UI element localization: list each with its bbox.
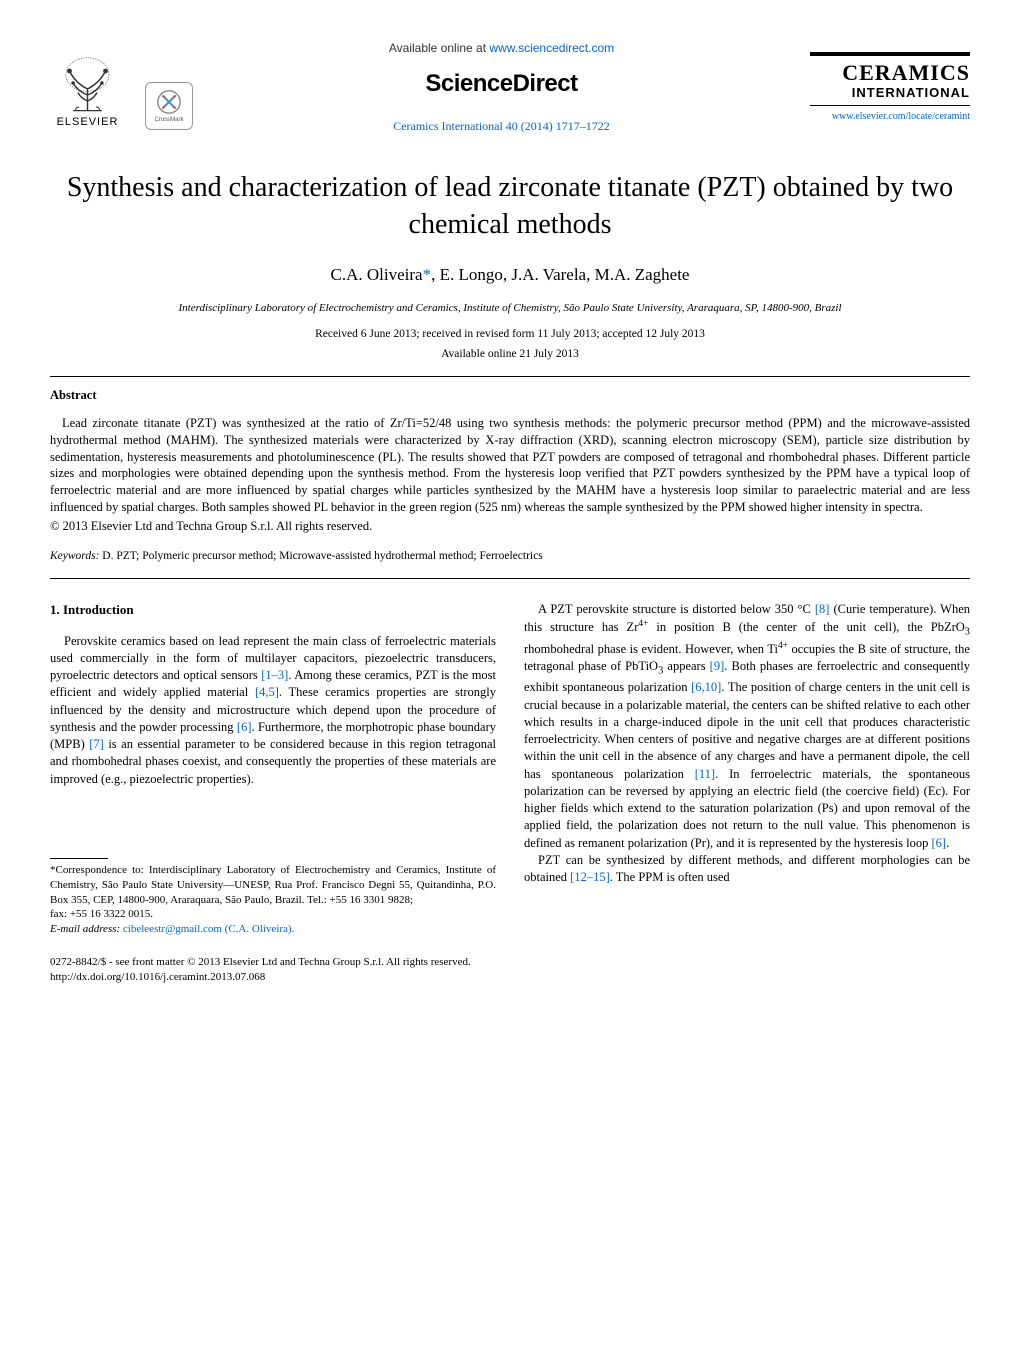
- online-date: Available online 21 July 2013: [50, 346, 970, 362]
- doi-line: http://dx.doi.org/10.1016/j.ceramint.201…: [50, 970, 970, 985]
- available-prefix: Available online at: [389, 41, 490, 55]
- left-logo-group: ELSEVIER CrossMark: [50, 45, 193, 130]
- crossmark-icon: [155, 88, 183, 116]
- correspondence-footnote: *Correspondence to: Interdisciplinary La…: [50, 863, 496, 937]
- available-online-line: Available online at www.sciencedirect.co…: [213, 40, 790, 57]
- abstract-body: Lead zirconate titanate (PZT) was synthe…: [50, 415, 970, 516]
- intro-paragraph-2: A PZT perovskite structure is distorted …: [524, 601, 970, 852]
- elsevier-tree-icon: [50, 53, 125, 113]
- crossmark-badge[interactable]: CrossMark: [145, 82, 193, 130]
- author-rest: , E. Longo, J.A. Varela, M.A. Zaghete: [431, 265, 689, 284]
- keywords-label: Keywords:: [50, 550, 99, 562]
- divider-top: [50, 376, 970, 377]
- abstract-copyright: © 2013 Elsevier Ltd and Techna Group S.r…: [50, 518, 970, 536]
- elsevier-label: ELSEVIER: [57, 115, 119, 130]
- received-dates: Received 6 June 2013; received in revise…: [50, 326, 970, 342]
- journal-brand-block: CERAMICS INTERNATIONAL www.elsevier.com/…: [810, 52, 970, 124]
- sciencedirect-wordmark: ScienceDirect: [213, 67, 790, 101]
- corr-email[interactable]: cibeleestr@gmail.com (C.A. Oliveira).: [120, 923, 294, 935]
- article-title: Synthesis and characterization of lead z…: [50, 170, 970, 243]
- journal-homepage-link[interactable]: www.elsevier.com/locate/ceramint: [810, 110, 970, 124]
- front-matter-line: 0272-8842/$ - see front matter © 2013 El…: [50, 955, 970, 970]
- footnote-rule: [50, 858, 108, 859]
- keywords-line: Keywords: D. PZT; Polymeric precursor me…: [50, 548, 970, 564]
- column-right: A PZT perovskite structure is distorted …: [524, 601, 970, 937]
- authors-line: C.A. Oliveira*, E. Longo, J.A. Varela, M…: [50, 263, 970, 287]
- affiliation: Interdisciplinary Laboratory of Electroc…: [50, 301, 970, 316]
- keywords-text: D. PZT; Polymeric precursor method; Micr…: [99, 550, 542, 562]
- divider-bottom: [50, 578, 970, 579]
- intro-heading: 1. Introduction: [50, 601, 496, 619]
- body-columns: 1. Introduction Perovskite ceramics base…: [50, 601, 970, 937]
- intro-paragraph-1: Perovskite ceramics based on lead repres…: [50, 633, 496, 788]
- corr-fax: fax: +55 16 3322 0015.: [50, 908, 153, 920]
- corresponding-marker: *: [423, 265, 432, 284]
- email-label: E-mail address:: [50, 923, 120, 935]
- page-header: ELSEVIER CrossMark Available online at w…: [50, 40, 970, 135]
- journal-title: CERAMICS: [810, 62, 970, 84]
- journal-subtitle: INTERNATIONAL: [810, 84, 970, 102]
- intro-paragraph-3: PZT can be synthesized by different meth…: [524, 852, 970, 887]
- corr-text: *Correspondence to: Interdisciplinary La…: [50, 864, 496, 906]
- sciencedirect-url[interactable]: www.sciencedirect.com: [489, 41, 614, 55]
- journal-title-box: CERAMICS INTERNATIONAL: [810, 52, 970, 106]
- journal-citation[interactable]: Ceramics International 40 (2014) 1717–17…: [213, 118, 790, 135]
- column-left: 1. Introduction Perovskite ceramics base…: [50, 601, 496, 937]
- center-header: Available online at www.sciencedirect.co…: [193, 40, 810, 135]
- elsevier-logo[interactable]: ELSEVIER: [50, 45, 125, 130]
- crossmark-label: CrossMark: [154, 116, 183, 124]
- author-oliveira: C.A. Oliveira: [331, 265, 423, 284]
- abstract-heading: Abstract: [50, 387, 970, 405]
